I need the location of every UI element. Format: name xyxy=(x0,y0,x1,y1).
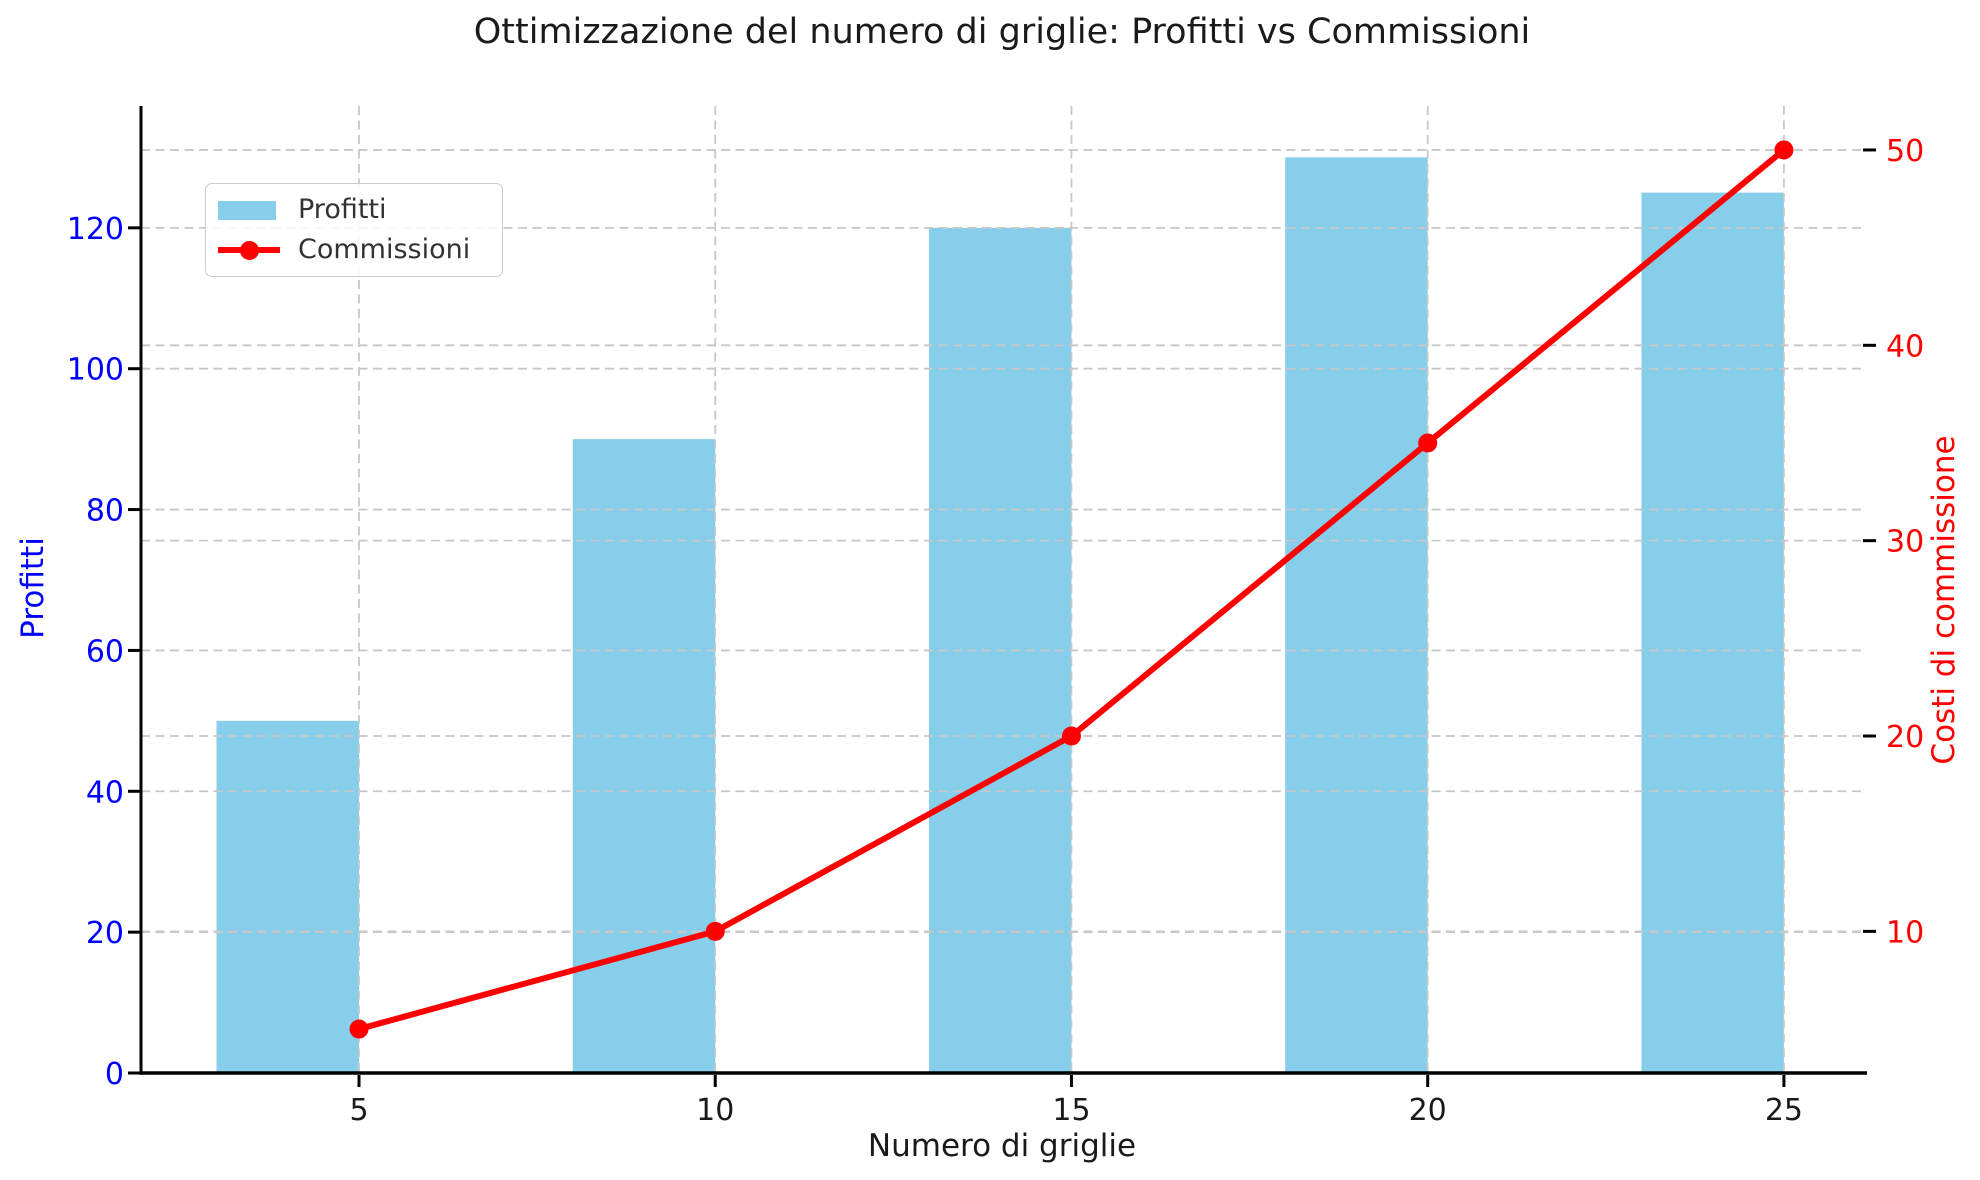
right-y-tick-label: 20 xyxy=(1886,720,1924,755)
commissioni-marker xyxy=(1418,433,1438,453)
profitti-bar xyxy=(216,720,360,1073)
right-y-tick-label: 40 xyxy=(1886,329,1924,364)
commissioni-marker xyxy=(705,921,725,941)
profitti-bar xyxy=(1641,192,1784,1074)
left-y-axis-label: Profitti xyxy=(15,537,51,639)
x-tick-label: 5 xyxy=(349,1093,368,1128)
left-y-tick-label: 0 xyxy=(105,1057,124,1092)
line-marker-icon xyxy=(240,240,259,260)
profitti-bar xyxy=(1285,157,1428,1073)
legend-handle-profitti xyxy=(218,197,282,223)
left-y-tick-label: 120 xyxy=(67,212,124,247)
x-axis-label: Numero di griglie xyxy=(867,1128,1137,1164)
legend-row-profitti: Profitti xyxy=(218,194,490,225)
legend-handle-commissioni xyxy=(218,237,282,263)
right-y-tick-label: 10 xyxy=(1886,915,1924,950)
legend-row-commissioni: Commissioni xyxy=(218,234,490,265)
x-tick-label: 25 xyxy=(1765,1093,1803,1128)
x-tick-label: 15 xyxy=(1052,1093,1090,1128)
bar-swatch-icon xyxy=(218,200,276,220)
legend: Profitti Commissioni xyxy=(205,183,503,277)
left-y-tick-label: 60 xyxy=(86,634,124,669)
legend-label-profitti: Profitti xyxy=(298,194,387,225)
x-tick-label: 10 xyxy=(696,1093,734,1128)
right-y-tick-label: 30 xyxy=(1886,525,1924,560)
right-y-axis-label: Costi di commissione xyxy=(1926,435,1962,765)
legend-label-commissioni: Commissioni xyxy=(298,234,471,265)
commissioni-marker xyxy=(1061,726,1081,746)
left-y-tick-label: 40 xyxy=(86,775,124,810)
left-y-tick-label: 20 xyxy=(86,916,124,951)
commissioni-marker xyxy=(349,1019,369,1039)
right-y-tick-label: 50 xyxy=(1886,134,1924,169)
profitti-bar xyxy=(572,439,716,1073)
left-y-tick-label: 80 xyxy=(86,494,124,529)
commissioni-marker xyxy=(1774,140,1794,160)
left-y-tick-label: 100 xyxy=(67,353,124,388)
chart-title: Ottimizzazione del numero di griglie: Pr… xyxy=(473,12,1531,52)
x-tick-label: 20 xyxy=(1409,1093,1447,1128)
